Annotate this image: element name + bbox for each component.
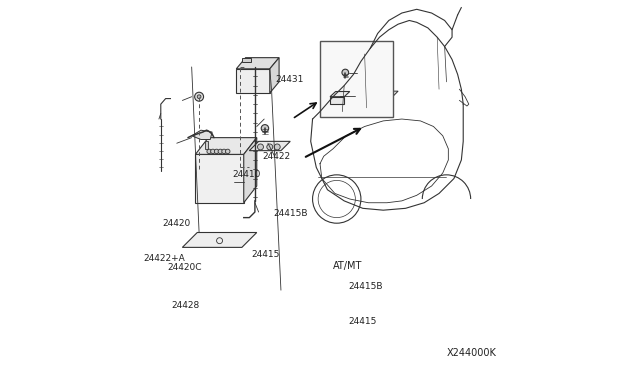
- Polygon shape: [250, 141, 291, 151]
- Text: 24428: 24428: [172, 301, 200, 310]
- Bar: [205, 141, 209, 149]
- Polygon shape: [191, 130, 212, 140]
- Text: 24415: 24415: [251, 250, 280, 259]
- Bar: [330, 97, 344, 104]
- Circle shape: [257, 144, 264, 150]
- Text: 24431: 24431: [275, 76, 304, 84]
- Circle shape: [275, 144, 280, 150]
- Polygon shape: [182, 232, 257, 247]
- Text: 24420: 24420: [162, 219, 190, 228]
- Circle shape: [207, 149, 211, 154]
- Polygon shape: [242, 58, 251, 62]
- Bar: [380, 97, 392, 110]
- Circle shape: [222, 149, 227, 154]
- Text: 24420C: 24420C: [168, 263, 202, 272]
- Circle shape: [218, 149, 223, 154]
- Text: 24410: 24410: [232, 170, 261, 179]
- Polygon shape: [195, 138, 257, 154]
- Text: 24415B: 24415B: [348, 282, 383, 291]
- Circle shape: [197, 95, 201, 99]
- Text: 24422: 24422: [262, 152, 291, 161]
- Bar: [195, 154, 244, 203]
- Text: AT/MT: AT/MT: [333, 261, 362, 271]
- Bar: [236, 69, 270, 93]
- Text: 24415B: 24415B: [273, 209, 308, 218]
- Circle shape: [225, 149, 230, 154]
- Text: 24415: 24415: [348, 317, 376, 326]
- Text: 24422+A: 24422+A: [143, 254, 185, 263]
- Circle shape: [342, 69, 349, 76]
- Circle shape: [261, 125, 269, 132]
- Bar: [320, 41, 392, 117]
- Circle shape: [211, 149, 215, 154]
- Circle shape: [267, 144, 273, 150]
- Polygon shape: [236, 58, 279, 69]
- Polygon shape: [380, 91, 398, 97]
- Circle shape: [195, 92, 204, 101]
- Polygon shape: [244, 138, 257, 203]
- Text: X244000K: X244000K: [447, 349, 497, 358]
- Circle shape: [214, 149, 219, 154]
- Polygon shape: [270, 58, 279, 93]
- Polygon shape: [330, 92, 349, 97]
